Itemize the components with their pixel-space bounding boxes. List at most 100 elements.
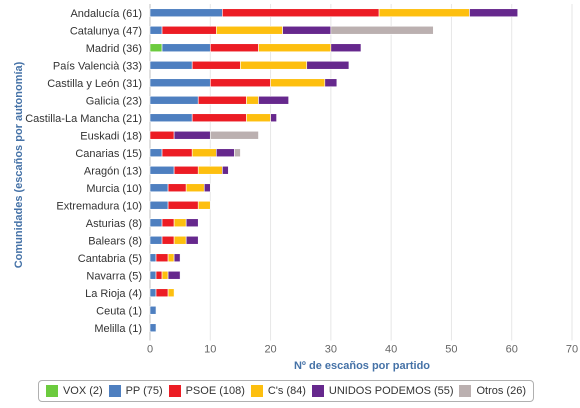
bar-segment[interactable] — [161, 270, 169, 280]
bar-segment[interactable] — [149, 8, 223, 18]
bar-segment[interactable] — [191, 113, 247, 123]
legend-item[interactable]: VOX (2) — [45, 385, 103, 397]
bar-segment[interactable] — [378, 8, 470, 18]
legend: VOX (2) PP (75) PSOE (108) C's (84) UNIDOS P… — [38, 380, 534, 402]
bar-segment[interactable] — [167, 253, 175, 263]
bar-segment[interactable] — [282, 25, 332, 35]
legend-item[interactable]: Otros (26) — [459, 385, 526, 397]
bar-segment[interactable] — [306, 60, 350, 70]
bar-segment[interactable] — [173, 218, 187, 228]
bar-segment[interactable] — [167, 270, 181, 280]
bar-segment[interactable] — [149, 78, 211, 88]
bar-segment[interactable] — [155, 253, 169, 263]
bar-segment[interactable] — [191, 148, 217, 158]
bar-segment[interactable] — [240, 60, 308, 70]
bar-segment[interactable] — [149, 60, 193, 70]
bar-segment[interactable] — [149, 183, 169, 193]
bar-segment[interactable] — [258, 43, 332, 53]
bar-segment[interactable] — [246, 95, 259, 105]
bar-segment[interactable] — [149, 305, 157, 315]
bar-segment[interactable] — [173, 165, 199, 175]
bar-segment[interactable] — [330, 25, 434, 35]
category-label: Galicia (23) — [86, 95, 142, 107]
legend-item[interactable]: C's (84) — [250, 385, 306, 397]
bar-segment[interactable] — [222, 165, 229, 175]
bar-segment[interactable] — [185, 235, 199, 245]
bar-group — [149, 8, 519, 333]
category-label: Murcia (10) — [86, 183, 142, 195]
bar-segment[interactable] — [216, 148, 235, 158]
bar-segment[interactable] — [149, 148, 163, 158]
bar-segment[interactable] — [161, 218, 175, 228]
legend-item[interactable]: PP (75) — [108, 385, 163, 397]
category-label: Extremadura (10) — [56, 200, 142, 212]
bar-segment[interactable] — [155, 270, 163, 280]
bar-segment[interactable] — [149, 43, 163, 53]
bar-segment[interactable] — [222, 8, 380, 18]
bar-segment[interactable] — [246, 113, 271, 123]
legend-swatch — [311, 385, 324, 397]
bar-segment[interactable] — [149, 218, 163, 228]
bar-segment[interactable] — [197, 95, 247, 105]
bar-segment[interactable] — [149, 235, 163, 245]
bar-segment[interactable] — [149, 253, 157, 263]
bar-segment[interactable] — [149, 113, 193, 123]
bar-segment[interactable] — [167, 200, 199, 210]
bar-segment[interactable] — [216, 25, 283, 35]
bar-segment[interactable] — [209, 130, 259, 140]
bar-segment[interactable] — [203, 183, 211, 193]
category-label: Melilla (1) — [94, 323, 142, 335]
bar-segment[interactable] — [161, 25, 217, 35]
bar-segment[interactable] — [161, 148, 193, 158]
legend-label: VOX (2) — [62, 385, 103, 397]
bar-segment[interactable] — [191, 60, 241, 70]
legend-swatch — [168, 385, 181, 397]
bar-segment[interactable] — [149, 95, 199, 105]
bar-segment[interactable] — [197, 165, 223, 175]
x-axis-title: Nº de escaños por partido — [294, 360, 430, 372]
bar-segment[interactable] — [270, 113, 277, 123]
x-tick-label: 60 — [506, 344, 518, 356]
legend-item[interactable]: PSOE (108) — [168, 385, 245, 397]
category-label: Castilla-La Mancha (21) — [25, 113, 142, 125]
bar-segment[interactable] — [197, 200, 211, 210]
bar-segment[interactable] — [324, 78, 338, 88]
bar-segment[interactable] — [185, 218, 199, 228]
legend-swatch — [108, 385, 121, 397]
bar-segment[interactable] — [173, 253, 181, 263]
bar-segment[interactable] — [469, 8, 519, 18]
bar-segment[interactable] — [149, 130, 175, 140]
bar-segment[interactable] — [149, 270, 157, 280]
bar-segment[interactable] — [149, 288, 157, 298]
bar-segment[interactable] — [149, 25, 163, 35]
bar-segment[interactable] — [155, 288, 169, 298]
bar-segment[interactable] — [209, 43, 259, 53]
bar-segment[interactable] — [167, 183, 187, 193]
x-tick-label: 10 — [204, 344, 216, 356]
bar-segment[interactable] — [161, 235, 175, 245]
bar-segment[interactable] — [185, 183, 205, 193]
bar-segment[interactable] — [330, 43, 362, 53]
legend-label: Otros (26) — [476, 385, 526, 397]
bar-segment[interactable] — [149, 200, 169, 210]
y-axis-title: Comunidades (escaños por autonomía) — [13, 61, 25, 268]
category-label: Navarra (5) — [86, 270, 142, 282]
bar-segment[interactable] — [173, 130, 211, 140]
bar-segment[interactable] — [149, 323, 157, 333]
bar-segment[interactable] — [167, 288, 175, 298]
category-label: Asturias (8) — [86, 218, 142, 230]
category-label: Cantabria (5) — [78, 253, 142, 265]
category-label: País Valencià (33) — [53, 60, 142, 72]
category-label: Canarias (15) — [75, 148, 142, 160]
category-label: Balears (8) — [88, 235, 142, 247]
bar-segment[interactable] — [149, 165, 175, 175]
bar-segment[interactable] — [270, 78, 326, 88]
legend-item[interactable]: UNIDOS PODEMOS (55) — [311, 385, 454, 397]
bar-segment[interactable] — [258, 95, 289, 105]
bar-segment[interactable] — [173, 235, 187, 245]
bar-segment[interactable] — [234, 148, 241, 158]
legend-swatch — [45, 385, 58, 397]
legend-label: UNIDOS PODEMOS (55) — [328, 385, 454, 397]
bar-segment[interactable] — [161, 43, 211, 53]
bar-segment[interactable] — [209, 78, 271, 88]
